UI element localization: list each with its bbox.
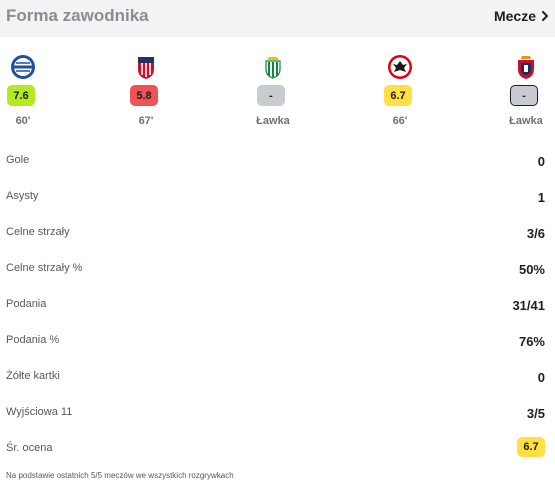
stat-label: Śr. ocena <box>6 442 53 454</box>
player-form-header: Forma zawodnika Mecze <box>0 0 555 37</box>
stat-row-shots-on-target: Celne strzały 3/6 <box>0 214 555 250</box>
real-betis-crest-icon <box>259 53 287 81</box>
chevron-right-icon <box>542 11 548 21</box>
stat-row-passes: Podania 31/41 <box>0 286 555 322</box>
stat-value: 3/5 <box>526 406 545 421</box>
stat-value: 76% <box>518 334 545 349</box>
footnote: Na podstawie ostatnich 5/5 meczów we wsz… <box>6 471 234 480</box>
minutes-played: 66' <box>392 115 408 127</box>
stat-row-average-rating: Śr. ocena 6.7 <box>0 430 555 466</box>
minutes-played: Ławka <box>256 115 290 127</box>
stat-row-starting-eleven: Wyjściowa 11 3/5 <box>0 394 555 430</box>
stat-row-goals: Gole 0 <box>0 142 555 178</box>
match-rating-badge: - <box>510 85 538 106</box>
stat-label: Celne strzały <box>6 226 70 238</box>
matches-link[interactable]: Mecze <box>494 8 549 24</box>
alaves-crest-icon <box>9 53 37 81</box>
match-rating-badge: - <box>257 85 285 106</box>
stat-row-assists: Asysty 1 <box>0 178 555 214</box>
matches-link-label: Mecze <box>493 8 536 24</box>
stat-label: Celne strzały % <box>6 262 83 274</box>
stat-value: 50% <box>518 262 545 277</box>
stat-row-passes-percent: Podania % 76% <box>0 322 555 358</box>
stat-row-yellow-cards: Żółte kartki 0 <box>0 358 555 394</box>
match-rating-badge: 6.7 <box>384 85 412 106</box>
atletico-madrid-crest-icon <box>132 53 160 81</box>
stat-value: 3/6 <box>526 226 545 241</box>
stat-row-shots-on-target-percent: Celne strzały % 50% <box>0 250 555 286</box>
stat-label: Podania <box>6 298 47 310</box>
minutes-played: Ławka <box>509 115 543 127</box>
osasuna-crest-icon <box>512 53 540 81</box>
stat-value: 0 <box>537 370 545 385</box>
minutes-played: 60' <box>15 115 31 127</box>
match-rating-badge: 5.8 <box>130 85 158 106</box>
stat-label: Asysty <box>6 190 39 202</box>
stat-label: Gole <box>6 154 30 166</box>
stat-value: 31/41 <box>512 298 545 313</box>
stat-value: 0 <box>537 154 545 169</box>
match-rating-badge: 7.6 <box>7 85 35 106</box>
stat-label: Wyjściowa 11 <box>6 406 73 418</box>
section-title: Forma zawodnika <box>6 6 149 25</box>
stat-label: Żółte kartki <box>6 370 60 382</box>
stat-value: 1 <box>537 190 545 205</box>
average-rating-badge: 6.7 <box>517 437 545 457</box>
recent-matches: 7.6 60' 5.8 67' - Ławka <box>0 37 555 137</box>
stat-label: Podania % <box>6 334 60 346</box>
eintracht-frankfurt-crest-icon <box>386 53 414 81</box>
minutes-played: 67' <box>138 115 154 127</box>
